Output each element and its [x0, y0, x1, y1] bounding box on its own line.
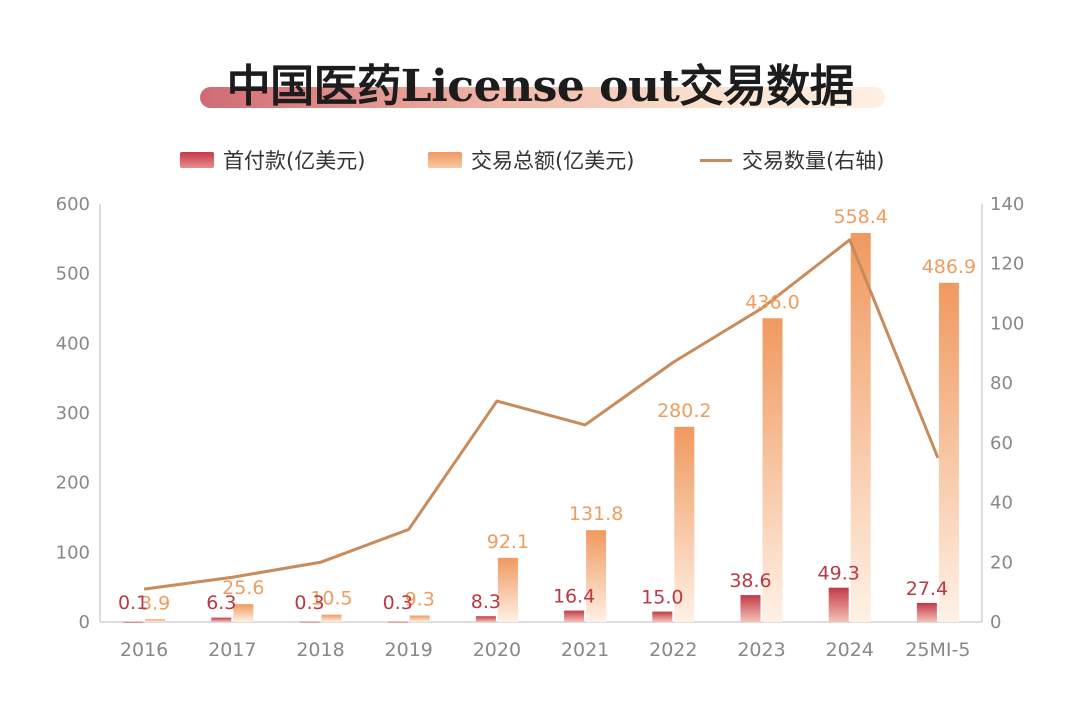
total-bar [409, 615, 430, 622]
upfront-value-label: 15.0 [641, 587, 683, 609]
upfront-value-label: 27.4 [906, 578, 948, 600]
total-value-label: 10.5 [310, 588, 352, 610]
y-right-tick-label: 0 [990, 612, 1001, 633]
legend-label-total: 交易总额(亿美元) [471, 149, 635, 173]
total-bars [145, 232, 959, 623]
upfront-bar [740, 595, 761, 622]
total-bar [586, 530, 607, 622]
total-value-label: 436.0 [745, 291, 799, 313]
total-value-label: 558.4 [833, 206, 887, 228]
total-value-label: 280.2 [657, 400, 711, 422]
total-value-label: 131.8 [569, 503, 623, 525]
upfront-value-label: 6.3 [206, 592, 236, 614]
x-tick-label: 2017 [208, 639, 256, 661]
y-left-tick-label: 0 [79, 612, 90, 633]
count-line [143, 238, 940, 591]
upfront-value-label: 49.3 [818, 563, 860, 585]
legend-item-total: 交易总额(亿美元) [428, 140, 634, 180]
x-tick-label: 2023 [737, 639, 785, 661]
y-left-tick-label: 600 [56, 194, 90, 215]
total-bar [497, 557, 518, 622]
total-bar [145, 619, 166, 622]
total-bar [762, 318, 783, 622]
upfront-bar [564, 610, 585, 622]
upfront-value-label: 0.1 [118, 592, 148, 614]
x-tick-label: 2018 [296, 639, 344, 661]
title-block: 中国医药License out交易数据 [190, 48, 890, 118]
upfront-bar [652, 611, 673, 622]
y-left-tick-label: 300 [56, 403, 90, 424]
x-tick-label: 2021 [561, 639, 609, 661]
upfront-bar [211, 617, 232, 622]
count-line-path [143, 238, 940, 591]
y-left-tick-label: 400 [56, 333, 90, 354]
upfront-bar [123, 621, 144, 623]
total-value-label: 486.9 [922, 256, 976, 278]
y-left-tick-label: 200 [56, 473, 90, 494]
x-tick-label: 2020 [473, 639, 521, 661]
legend-item-upfront: 首付款(亿美元) [180, 140, 365, 180]
legend-swatch-upfront [180, 152, 214, 168]
upfront-value-label: 0.3 [294, 592, 324, 614]
upfront-bar [916, 602, 937, 622]
axes: 0 100 200 300 400 500 600 0 20 40 60 80 100 120 140 201… [56, 194, 1025, 661]
x-tick-label: 2024 [826, 639, 874, 661]
legend-label-count: 交易数量(右轴) [742, 149, 885, 173]
x-tick-label: 25MI-5 [905, 639, 970, 661]
chart-title: 中国医药License out交易数据 [226, 61, 854, 112]
legend-label-upfront: 首付款(亿美元) [223, 149, 366, 173]
data-labels: 3.9 25.6 10.5 9.3 92.1 131.8 280.2 436.0 558.4 48… [118, 206, 976, 614]
upfront-bars [123, 587, 937, 623]
upfront-value-label: 16.4 [553, 586, 595, 608]
total-bar [850, 232, 871, 623]
total-value-label: 92.1 [487, 531, 529, 553]
total-value-label: 3.9 [140, 592, 170, 614]
total-bar [938, 282, 959, 622]
total-value-label: 25.6 [222, 577, 264, 599]
title-highlight-band [200, 87, 885, 108]
y-right-tick-label: 140 [990, 194, 1024, 215]
y-right-tick-label: 40 [990, 493, 1013, 514]
legend-swatch-total [428, 152, 462, 168]
total-bar [233, 604, 254, 622]
y-left-tick-label: 500 [56, 264, 90, 285]
y-right-tick-label: 60 [990, 433, 1013, 454]
y-right-tick-label: 20 [990, 552, 1013, 573]
upfront-value-label: 0.3 [383, 592, 413, 614]
legend: 首付款(亿美元) 交易总额(亿美元) 交易数量(右轴) [0, 140, 1080, 180]
y-right-tick-label: 80 [990, 373, 1013, 394]
x-tick-label: 2022 [649, 639, 697, 661]
upfront-value-label: 38.6 [729, 570, 771, 592]
upfront-bar [475, 616, 496, 622]
x-tick-label: 2019 [385, 639, 433, 661]
total-bar [674, 426, 695, 622]
y-right-tick-label: 120 [990, 254, 1024, 275]
legend-item-count: 交易数量(右轴) [700, 140, 884, 180]
upfront-bar [828, 587, 849, 622]
upfront-bar [387, 621, 408, 623]
y-left-tick-label: 100 [56, 542, 90, 563]
total-value-label: 9.3 [405, 589, 435, 611]
total-bar [321, 614, 342, 622]
x-tick-label: 2016 [120, 639, 168, 661]
upfront-value-label: 8.3 [471, 591, 501, 613]
y-right-tick-label: 100 [990, 313, 1024, 334]
upfront-bar [299, 621, 320, 623]
legend-line-count [700, 158, 732, 162]
